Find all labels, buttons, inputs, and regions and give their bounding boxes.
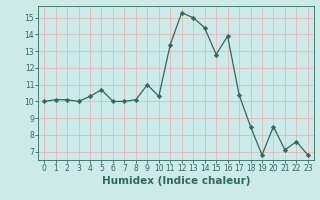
X-axis label: Humidex (Indice chaleur): Humidex (Indice chaleur)	[102, 176, 250, 186]
